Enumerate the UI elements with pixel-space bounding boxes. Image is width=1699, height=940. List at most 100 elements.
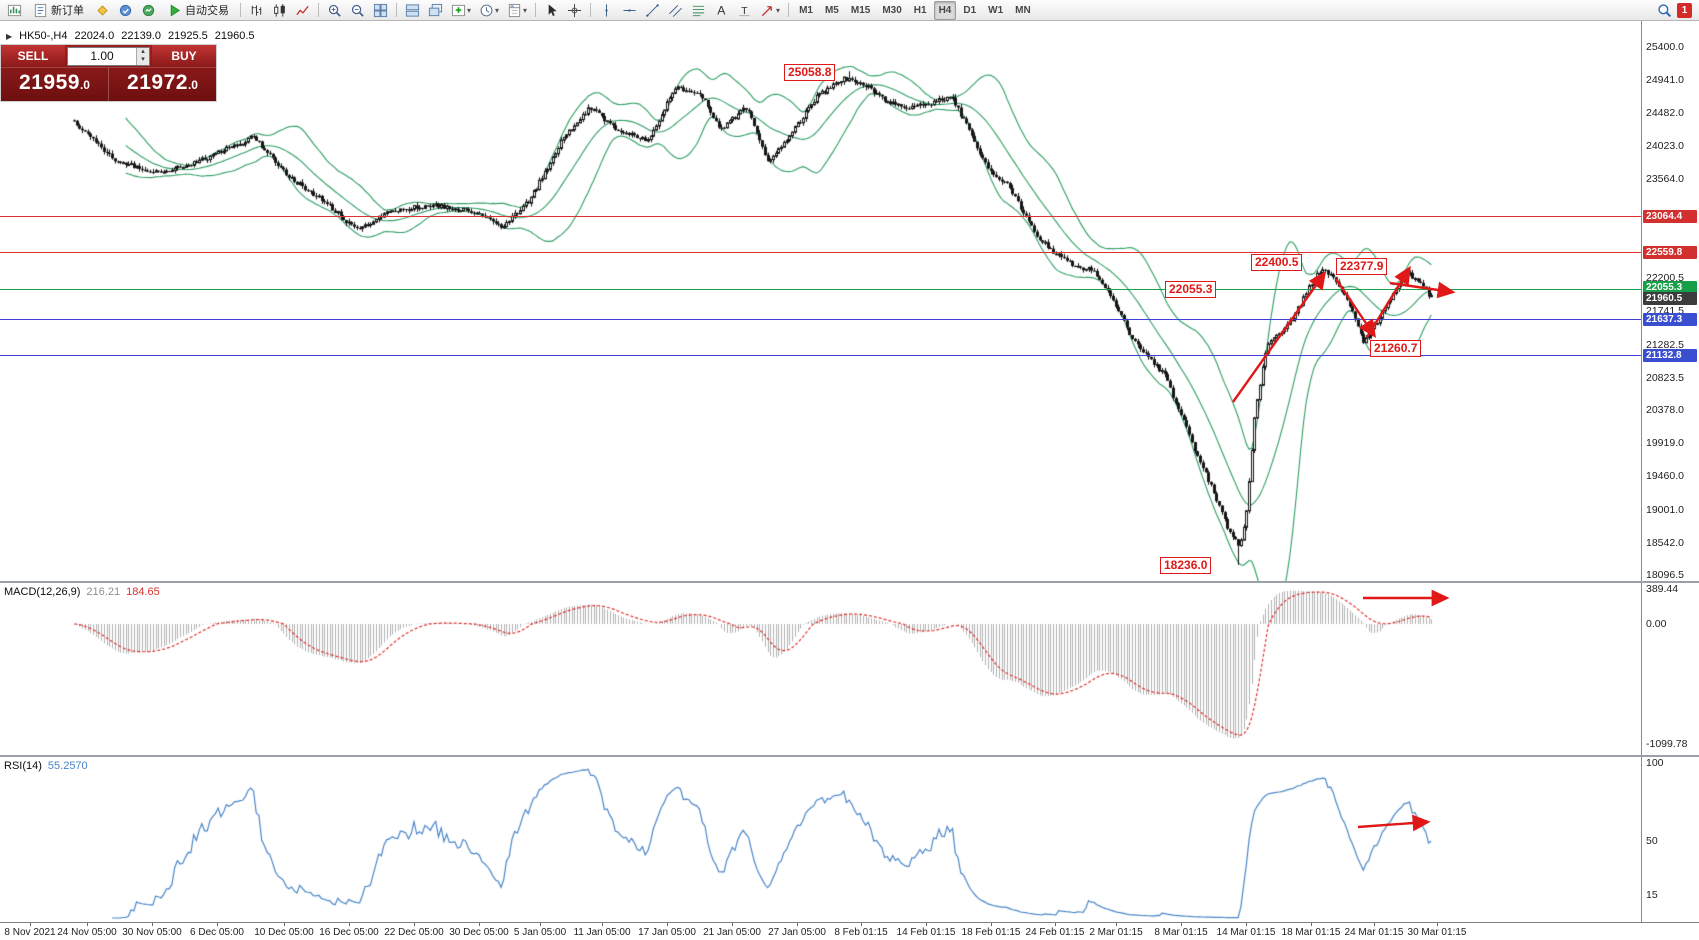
price-axis-label: 18542.0 bbox=[1646, 536, 1684, 549]
time-tick bbox=[602, 923, 603, 926]
rsi-axis-label: 100 bbox=[1646, 757, 1664, 769]
price-axis-label: 24023.0 bbox=[1646, 140, 1684, 153]
crosshair-icon[interactable] bbox=[564, 1, 585, 20]
price-annotation[interactable]: 22055.3 bbox=[1165, 281, 1217, 298]
zoom-out-icon[interactable] bbox=[347, 1, 368, 20]
one-click-trading-panel: SELL 1.00 ▴ ▾ BUY 21959 .0 21972 .0 bbox=[0, 44, 217, 102]
rsi-canvas[interactable] bbox=[0, 757, 1641, 922]
timeframe-h1-button[interactable]: H1 bbox=[913, 4, 927, 16]
time-axis-label: 18 Feb 01:15 bbox=[961, 927, 1021, 938]
time-axis-label: 24 Nov 05:00 bbox=[57, 927, 117, 938]
horizontal-line-icon[interactable] bbox=[619, 1, 640, 20]
time-tick bbox=[1055, 923, 1056, 926]
time-axis-label: 14 Mar 01:15 bbox=[1216, 927, 1276, 938]
line-chart-icon[interactable] bbox=[292, 1, 313, 20]
time-tick bbox=[861, 923, 862, 926]
low-value: 21925.5 bbox=[167, 30, 208, 42]
svg-text:T: T bbox=[741, 5, 748, 16]
high-value: 22139.0 bbox=[121, 30, 161, 42]
main-chart-panel[interactable]: ▶ HK50-,H4 22024.0 22139.0 21925.5 21960… bbox=[0, 21, 1641, 581]
time-tick bbox=[1311, 923, 1312, 926]
price-flag: 22055.3 bbox=[1643, 280, 1697, 294]
rsi-axis-label: 50 bbox=[1646, 834, 1658, 847]
time-axis-label: 14 Feb 01:15 bbox=[896, 927, 956, 938]
market-icon[interactable] bbox=[138, 1, 159, 20]
volume-down-button[interactable]: ▾ bbox=[137, 56, 149, 65]
shapes-icon[interactable]: ▾ bbox=[757, 1, 783, 20]
chart-mini-icon: ▶ bbox=[6, 31, 13, 41]
timeframe-m30-button[interactable]: M30 bbox=[882, 4, 902, 16]
chart-info-line: ▶ HK50-,H4 22024.0 22139.0 21925.5 21960… bbox=[6, 30, 255, 42]
price-annotation[interactable]: 22377.9 bbox=[1336, 258, 1388, 275]
time-axis-label: 8 Nov 2021 bbox=[4, 927, 56, 938]
timeframe-m5-button[interactable]: M5 bbox=[824, 4, 839, 16]
price-annotation[interactable]: 22400.5 bbox=[1251, 254, 1303, 271]
price-annotation[interactable]: 21260.7 bbox=[1370, 340, 1422, 357]
price-annotation[interactable]: 25058.8 bbox=[784, 64, 836, 81]
volume-value[interactable]: 1.00 bbox=[90, 49, 114, 63]
timeframe-mn-button[interactable]: MN bbox=[1015, 4, 1031, 16]
pivot-line[interactable] bbox=[0, 289, 1641, 290]
cascade-windows-icon[interactable] bbox=[425, 1, 446, 20]
templates-button[interactable]: ▾ bbox=[504, 1, 530, 20]
time-axis-label: 16 Dec 05:00 bbox=[319, 927, 379, 938]
time-axis-label: 10 Dec 05:00 bbox=[254, 927, 314, 938]
price-axis-label: 20378.0 bbox=[1646, 403, 1684, 416]
buy-button[interactable]: BUY bbox=[152, 45, 216, 67]
macd-panel[interactable]: MACD(12,26,9) 216.21 184.65 bbox=[0, 583, 1641, 755]
main-toolbar: 新订单 自动交易 ▾ ▾ ▾ A T ▾ M1 M5 M15 M30 H1 H4 D1 W1 MN 1 bbox=[0, 0, 1699, 21]
price-flag: 23064.4 bbox=[1643, 209, 1697, 223]
tile-windows-icon[interactable] bbox=[370, 1, 391, 20]
panel-splitter[interactable] bbox=[0, 755, 1699, 757]
rsi-panel[interactable]: RSI(14) 55.2570 bbox=[0, 757, 1641, 922]
timeframe-h4-button[interactable]: H4 bbox=[933, 0, 957, 20]
macd-axis-label: 389.44 bbox=[1646, 583, 1679, 595]
arrange-windows-icon[interactable] bbox=[402, 1, 423, 20]
support-line-2[interactable] bbox=[0, 355, 1641, 356]
add-indicator-button[interactable]: ▾ bbox=[448, 1, 474, 20]
time-axis-label: 6 Dec 05:00 bbox=[190, 927, 244, 938]
macd-canvas[interactable] bbox=[0, 583, 1641, 755]
time-tick bbox=[991, 923, 992, 926]
metaeditor-icon[interactable] bbox=[92, 1, 113, 20]
timeframe-m15-button[interactable]: M15 bbox=[850, 4, 871, 16]
resistance-line-2[interactable] bbox=[0, 252, 1641, 253]
sell-price-frac: .0 bbox=[79, 78, 90, 92]
candlestick-chart-icon[interactable] bbox=[269, 1, 290, 20]
price-axis-label: 21282.5 bbox=[1646, 338, 1684, 351]
macd-axis-label: 0.00 bbox=[1646, 618, 1667, 630]
notifications-badge[interactable]: 1 bbox=[1677, 2, 1692, 18]
timeframe-m1-button[interactable]: M1 bbox=[799, 4, 813, 16]
vertical-line-icon[interactable] bbox=[596, 1, 617, 20]
chart-window-icon[interactable] bbox=[4, 1, 25, 20]
price-chart-canvas[interactable] bbox=[0, 21, 1641, 581]
text-icon[interactable]: A bbox=[711, 1, 732, 20]
resistance-line-1[interactable] bbox=[0, 216, 1641, 217]
sell-price[interactable]: 21959 .0 bbox=[1, 68, 109, 101]
panel-splitter[interactable] bbox=[0, 581, 1699, 583]
price-annotation[interactable]: 18236.0 bbox=[1160, 557, 1212, 574]
volume-up-button[interactable]: ▴ bbox=[137, 47, 149, 56]
channel-icon[interactable] bbox=[665, 1, 686, 20]
zoom-in-icon[interactable] bbox=[324, 1, 345, 20]
periods-button[interactable]: ▾ bbox=[476, 1, 502, 20]
cursor-icon[interactable] bbox=[541, 1, 562, 20]
label-icon[interactable]: T bbox=[734, 1, 755, 20]
trendline-icon[interactable] bbox=[642, 1, 663, 20]
sell-button[interactable]: SELL bbox=[1, 45, 65, 67]
new-order-button[interactable]: 新订单 bbox=[27, 1, 90, 20]
fibonacci-icon[interactable] bbox=[688, 1, 709, 20]
algo-trading-icon[interactable] bbox=[115, 1, 136, 20]
timeframe-d1-button[interactable]: D1 bbox=[963, 4, 977, 16]
bar-chart-icon[interactable] bbox=[246, 1, 267, 20]
autotrading-button[interactable]: 自动交易 bbox=[161, 1, 235, 20]
support-line-1[interactable] bbox=[0, 319, 1641, 320]
time-axis[interactable]: 8 Nov 2021 24 Nov 05:00 30 Nov 05:00 6 Dec … bbox=[0, 922, 1699, 940]
price-axis[interactable]: 25400.0 24941.0 24482.0 24023.0 23564.0 22200… bbox=[1642, 21, 1699, 922]
time-axis-label: 18 Mar 01:15 bbox=[1281, 927, 1341, 938]
search-icon[interactable] bbox=[1654, 1, 1675, 20]
time-tick bbox=[797, 923, 798, 926]
timeframe-w1-button[interactable]: W1 bbox=[988, 4, 1004, 16]
buy-price[interactable]: 21972 .0 bbox=[109, 68, 216, 101]
volume-input[interactable]: 1.00 ▴ ▾ bbox=[67, 46, 150, 66]
